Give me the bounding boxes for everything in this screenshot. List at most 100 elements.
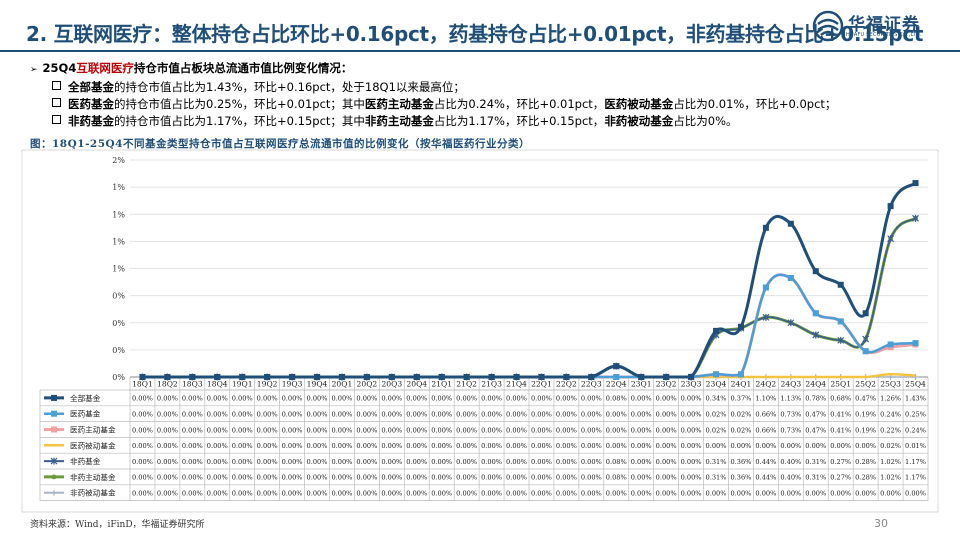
- table-cell: 0.00%: [631, 442, 652, 450]
- logo-english-name: HUAFU SECURITIES CO.,LTD.: [846, 32, 922, 38]
- series-line-1: [142, 181, 917, 379]
- data-point: [413, 374, 420, 380]
- x-tick-label: 21Q2: [456, 380, 477, 389]
- table-cell: 0.00%: [531, 474, 552, 482]
- x-tick-label: 19Q1: [232, 380, 253, 389]
- bullet-text: 的持仓市值占比为0.25%，环比+0.01pct；其中: [114, 97, 365, 111]
- bullet-list: 全部基金的持仓市值占比为1.43%，环比+0.16pct，处于18Q1以来最高位…: [30, 79, 836, 130]
- data-point: [638, 374, 645, 380]
- table-cell: 0.00%: [381, 395, 402, 403]
- table-cell: 0.00%: [406, 442, 427, 450]
- table-cell: 0.00%: [157, 426, 178, 434]
- x-tick-label: 21Q4: [506, 380, 527, 389]
- data-point: [588, 374, 595, 380]
- data-point: [862, 348, 869, 355]
- table-cell: 0.00%: [331, 458, 352, 466]
- table-cell: 0.00%: [681, 395, 702, 403]
- data-point: [289, 374, 296, 380]
- table-cell: 0.00%: [431, 490, 452, 498]
- data-point: [837, 336, 845, 344]
- table-cell: 0.00%: [257, 474, 278, 482]
- table-cell: 0.00%: [331, 490, 352, 498]
- table-cell: 0.00%: [730, 442, 751, 450]
- table-cell: 0.00%: [481, 442, 502, 450]
- table-cell: 0.00%: [556, 395, 577, 403]
- table-cell: 0.00%: [656, 395, 677, 403]
- table-cell: 0.00%: [681, 411, 702, 419]
- table-cell: 0.00%: [531, 395, 552, 403]
- table-cell: 0.00%: [656, 474, 677, 482]
- table-cell: 0.00%: [132, 426, 153, 434]
- chart-title: 图：18Q1-25Q4不同基金类型持仓市值占互联网医疗总流通市值的比例变化（按华…: [30, 138, 530, 150]
- table-cell: 0.00%: [656, 458, 677, 466]
- table-cell: 0.02%: [730, 426, 751, 434]
- x-tick-label: 24Q4: [805, 380, 826, 389]
- table-cell: 0.00%: [431, 411, 452, 419]
- data-point: [762, 313, 770, 321]
- series-line-5: [142, 217, 917, 378]
- table-cell: 0.00%: [182, 426, 203, 434]
- x-tick-label: 22Q3: [581, 380, 602, 389]
- data-point: [139, 374, 146, 380]
- data-point: [887, 203, 894, 210]
- data-point: [812, 331, 820, 339]
- table-cell: 0.00%: [257, 426, 278, 434]
- table-cell: 0.00%: [531, 411, 552, 419]
- table-cell: 0.00%: [207, 474, 228, 482]
- table-cell: 0.00%: [431, 442, 452, 450]
- x-tick-label: 25Q2: [855, 380, 876, 389]
- table-cell: 0.00%: [506, 395, 527, 403]
- table-cell: 0.08%: [606, 474, 627, 482]
- square-bullet-icon: [52, 81, 61, 90]
- table-cell: 1.02%: [880, 458, 901, 466]
- table-cell: 0.36%: [730, 474, 751, 482]
- square-bullet-icon: [52, 115, 61, 124]
- table-cell: 0.00%: [182, 474, 203, 482]
- x-tick-label: 23Q4: [706, 380, 727, 389]
- table-cell: 0.00%: [755, 490, 776, 498]
- bullet-item: 非药基金的持仓市值占比为1.17%，环比+0.15pct；其中非药主动基金占比为…: [52, 113, 836, 130]
- table-cell: 0.27%: [830, 458, 851, 466]
- table-cell: 0.00%: [606, 442, 627, 450]
- table-cell: 0.00%: [656, 442, 677, 450]
- table-cell: 0.73%: [780, 411, 801, 419]
- data-point: [787, 319, 795, 327]
- table-cell: 0.00%: [631, 490, 652, 498]
- table-cell: 0.00%: [556, 411, 577, 419]
- table-cell: 0.00%: [381, 490, 402, 498]
- legend-label: 医药主动基金: [70, 425, 116, 435]
- table-cell: 0.00%: [531, 458, 552, 466]
- table-cell: 1.13%: [780, 395, 801, 403]
- x-tick-label: 22Q2: [556, 380, 577, 389]
- x-tick-label: 20Q1: [332, 380, 353, 389]
- table-cell: 0.66%: [755, 426, 776, 434]
- table-cell: 0.00%: [182, 442, 203, 450]
- table-cell: 0.00%: [531, 442, 552, 450]
- table-cell: 0.00%: [257, 490, 278, 498]
- table-cell: 0.00%: [456, 442, 477, 450]
- table-cell: 0.00%: [506, 458, 527, 466]
- table-cell: 0.00%: [406, 395, 427, 403]
- table-cell: 0.00%: [431, 474, 452, 482]
- data-point: [912, 214, 919, 222]
- data-point: [737, 371, 744, 378]
- series-line-6: [142, 217, 917, 379]
- table-cell: 0.00%: [282, 426, 303, 434]
- legend-label: 医药被动基金: [70, 440, 116, 450]
- table-cell: 0.00%: [307, 458, 328, 466]
- table-cell: 0.00%: [232, 411, 253, 419]
- table-cell: 0.00%: [182, 411, 203, 419]
- table-cell: 0.19%: [855, 426, 876, 434]
- y-tick-label: 0%: [112, 292, 125, 301]
- x-tick-label: 22Q4: [606, 380, 627, 389]
- table-cell: 0.00%: [631, 474, 652, 482]
- table-cell: 0.00%: [207, 426, 228, 434]
- table-cell: 0.00%: [481, 411, 502, 419]
- data-point: [713, 371, 720, 378]
- page-title: 2. 互联网医疗：整体持仓占比环比+0.16pct，药基持仓占比+0.01pct…: [26, 22, 924, 46]
- table-cell: 0.00%: [581, 426, 602, 434]
- table-cell: 0.68%: [830, 395, 851, 403]
- table-cell: 0.00%: [356, 395, 377, 403]
- data-point: [812, 310, 819, 317]
- y-tick-label: 1%: [112, 237, 125, 246]
